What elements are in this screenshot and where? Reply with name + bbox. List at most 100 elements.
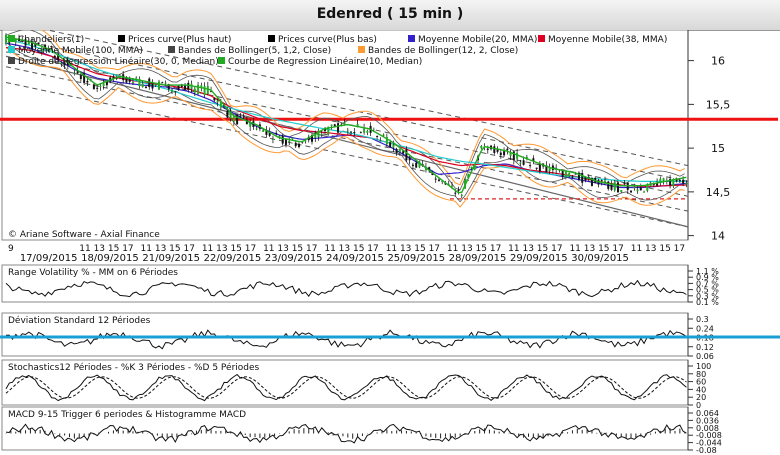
candle-body bbox=[63, 62, 66, 66]
regression-line bbox=[5, 55, 689, 228]
copyright-text: © Ariane Software - Axial Finance bbox=[8, 230, 160, 240]
candle-body bbox=[457, 189, 460, 191]
volatility-panel-line bbox=[5, 279, 687, 298]
candle-body bbox=[639, 187, 642, 191]
deviation-panel-tick-label: 0.12 bbox=[696, 343, 714, 352]
candle-body bbox=[551, 165, 554, 171]
legend-swatch bbox=[118, 35, 125, 42]
candle-body bbox=[229, 111, 232, 119]
macd-panel-frame bbox=[1, 406, 689, 451]
candle-body bbox=[193, 88, 196, 93]
candle-body bbox=[203, 86, 206, 96]
macd-panel-tick-label: -0.08 bbox=[696, 446, 717, 455]
candle-body bbox=[138, 78, 141, 87]
x-hour-label: 11 13 15 17 bbox=[141, 244, 195, 254]
candle-body bbox=[265, 129, 268, 135]
candle-body bbox=[571, 176, 574, 178]
x-hour-label: 11 13 15 17 bbox=[263, 244, 317, 254]
candle-body bbox=[343, 122, 346, 125]
bollinger-12-lower bbox=[5, 47, 685, 208]
candle-body bbox=[115, 77, 118, 79]
candle-body bbox=[135, 77, 138, 79]
x-date-label: 25/09/2015 bbox=[387, 253, 445, 264]
candle-body bbox=[682, 179, 685, 184]
x-date-label: 28/09/2015 bbox=[449, 253, 507, 264]
x-date-label: 24/09/2015 bbox=[326, 253, 384, 264]
candle-body bbox=[291, 137, 294, 140]
candle-body bbox=[607, 181, 610, 189]
bollinger-12-upper bbox=[6, 30, 685, 186]
candle-body bbox=[245, 119, 248, 125]
candle-body bbox=[672, 178, 675, 187]
legend-entry: Prices curve(Plus bas) bbox=[278, 35, 377, 45]
candle-body bbox=[584, 176, 587, 181]
candle-body bbox=[14, 38, 17, 43]
candle-body bbox=[486, 148, 489, 150]
candle-body bbox=[86, 80, 89, 83]
candle-body bbox=[184, 84, 187, 90]
candle-body bbox=[206, 86, 209, 94]
candle-body bbox=[385, 136, 388, 145]
candle-body bbox=[324, 128, 327, 131]
candle-body bbox=[31, 42, 34, 50]
x-date-label: 21/09/2015 bbox=[142, 253, 200, 264]
volatility-panel-tick-label: 0.7 % bbox=[696, 279, 719, 288]
candle-body bbox=[460, 194, 463, 196]
candle-body bbox=[669, 179, 672, 186]
legend-entry: Prices curve(Plus haut) bbox=[128, 35, 231, 45]
candle-body bbox=[102, 83, 105, 87]
candle-body bbox=[284, 139, 287, 145]
candle-body bbox=[128, 79, 131, 82]
y-tick-label: 15,5 bbox=[706, 98, 731, 111]
candle-body bbox=[480, 146, 483, 149]
candle-body bbox=[509, 152, 512, 156]
candle-body bbox=[57, 53, 60, 60]
candle-body bbox=[268, 131, 271, 136]
candle-body bbox=[395, 150, 398, 153]
candle-body bbox=[232, 116, 235, 122]
x-hour-label: 11 13 15 17 bbox=[202, 244, 256, 254]
x-hour-label: 11 13 15 17 bbox=[569, 244, 623, 254]
deviation-panel-title: Déviation Standard 12 Périodes bbox=[8, 315, 151, 326]
candle-body bbox=[408, 157, 411, 161]
x-hour-label: 11 13 15 17 bbox=[324, 244, 378, 254]
deviation-panel-frame bbox=[1, 312, 689, 357]
candle-body bbox=[271, 138, 274, 140]
x-hour-label: 11 13 15 17 bbox=[79, 244, 133, 254]
candle-body bbox=[177, 85, 180, 90]
candle-body bbox=[366, 130, 369, 133]
candle-body bbox=[675, 179, 678, 182]
candle-body bbox=[656, 182, 659, 186]
candle-body bbox=[105, 81, 108, 86]
candle-body bbox=[40, 48, 43, 53]
candle-body bbox=[144, 86, 147, 88]
candle-body bbox=[499, 152, 502, 156]
candle-body bbox=[255, 128, 258, 130]
volatility-panel-tick-label: 0.9 % bbox=[696, 273, 719, 282]
candle-body bbox=[330, 124, 333, 126]
title-bar: Edenred ( 15 min ) bbox=[0, 0, 780, 31]
candle-body bbox=[112, 76, 115, 79]
candle-body bbox=[44, 44, 47, 49]
candle-body bbox=[590, 177, 593, 186]
x-date-label: 17/09/2015 bbox=[20, 253, 78, 264]
candle-body bbox=[79, 75, 82, 79]
candle-body bbox=[532, 158, 535, 162]
candle-body bbox=[242, 116, 245, 118]
candle-body bbox=[317, 130, 320, 138]
candle-body bbox=[158, 81, 161, 90]
y-tick-label: 16 bbox=[711, 55, 725, 68]
candle-body bbox=[327, 126, 330, 135]
deviation-panel-tick-label: 0.24 bbox=[696, 324, 714, 333]
candle-body bbox=[454, 192, 457, 194]
candle-body bbox=[213, 98, 216, 101]
legend-swatch bbox=[538, 35, 545, 42]
x-date-label: 23/09/2015 bbox=[265, 253, 323, 264]
legend-entry: Moyenne Mobile(100, MMA) bbox=[18, 46, 143, 56]
candle-body bbox=[356, 123, 359, 128]
candle-body bbox=[620, 189, 623, 192]
stochastic-panel-tick-label: 40 bbox=[696, 385, 706, 394]
macd-panel-title: MACD 9-15 Trigger 6 periodes & Histogram… bbox=[8, 410, 246, 420]
candle-body bbox=[333, 124, 336, 127]
legend-entry: Chandeliers(1) bbox=[18, 35, 84, 45]
